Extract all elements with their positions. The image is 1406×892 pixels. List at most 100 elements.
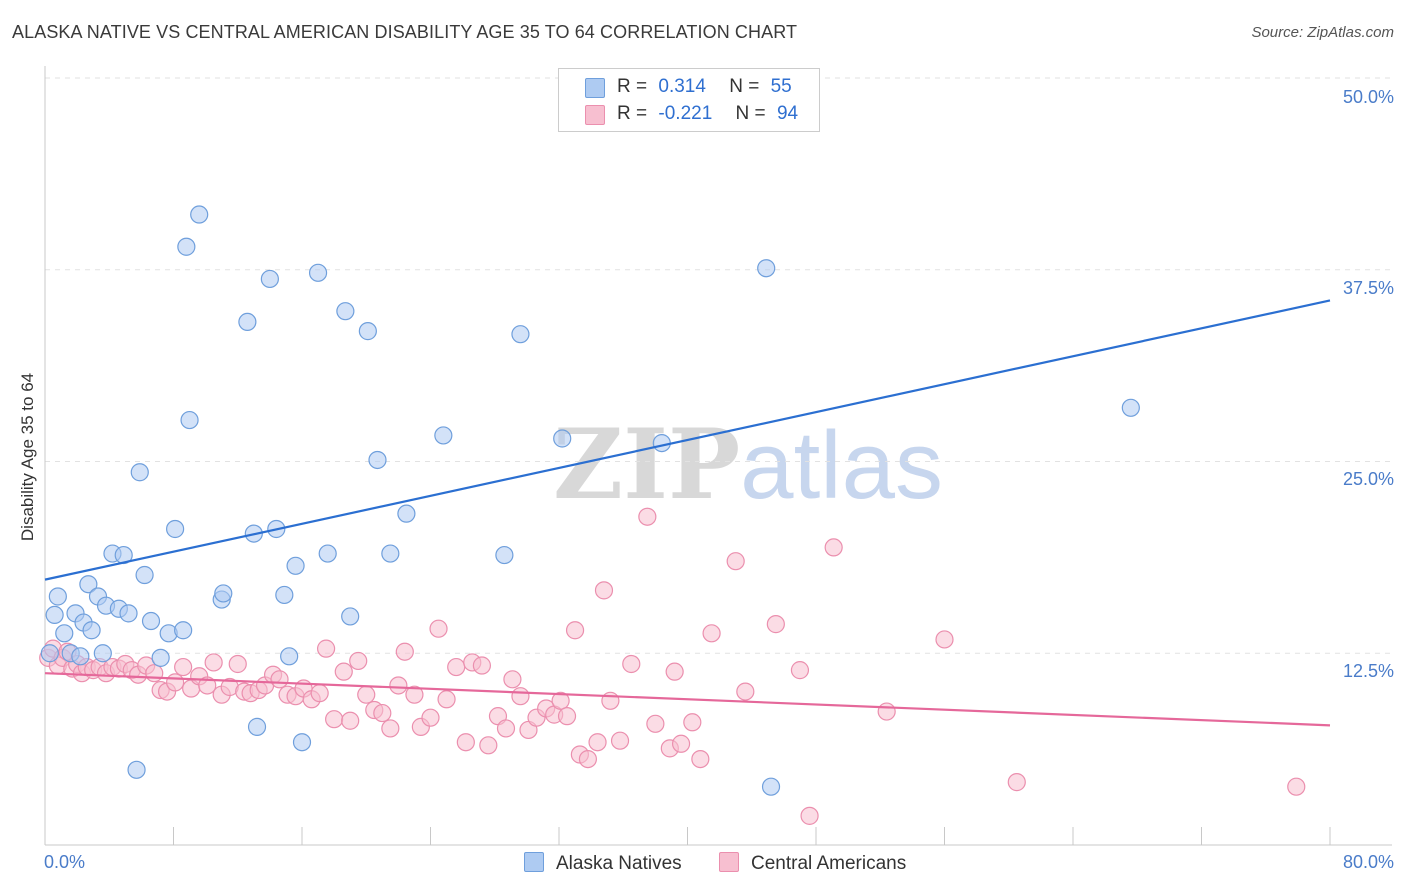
data-point-central-americans [557, 707, 577, 726]
data-point-alaska-natives [177, 237, 196, 256]
data-point-alaska-natives [135, 565, 154, 585]
data-point-central-americans [166, 673, 185, 692]
data-point-central-americans [357, 685, 376, 704]
legend-n-value: 55 [770, 76, 792, 97]
data-point-alaska-natives [292, 733, 312, 752]
data-point-central-americans [496, 719, 516, 738]
data-point-central-americans [671, 734, 691, 753]
data-point-central-americans [800, 806, 819, 825]
legend-swatch-blue [585, 78, 605, 98]
data-point-central-americans [270, 670, 289, 689]
data-point-alaska-natives [286, 556, 305, 575]
legend-r-label: R = [617, 103, 648, 124]
data-point-alaska-natives [48, 587, 67, 606]
data-point-alaska-natives [40, 644, 59, 663]
data-point-central-americans [935, 630, 954, 649]
data-point-central-americans [610, 731, 630, 750]
y-axis-label: Disability Age 35 to 64 [18, 372, 37, 542]
bottom-legend-swatch-pink [719, 852, 739, 872]
trend-line-alaska-natives [44, 299, 1331, 581]
legend: R = 0.314 N = 55 R = -0.221 N = 94 [558, 68, 820, 132]
data-point-alaska-natives [55, 624, 74, 643]
data-point-alaska-natives [434, 426, 453, 445]
data-point-alaska-natives [381, 544, 400, 563]
y-tick-label: 12.5% [1342, 661, 1394, 681]
data-point-alaska-natives [553, 429, 572, 448]
data-point-central-americans [511, 687, 530, 706]
data-point-central-americans [472, 656, 491, 675]
bottom-legend-swatch-blue [524, 852, 544, 872]
data-point-central-americans [437, 690, 456, 709]
data-point-alaska-natives [368, 450, 387, 470]
bottom-legend-label: Alaska Natives [556, 853, 682, 874]
data-point-central-americans [341, 711, 360, 730]
data-point-alaska-natives [79, 575, 98, 594]
trend-line-central-americans [44, 672, 1331, 727]
data-point-central-americans [824, 538, 843, 557]
data-point-central-americans [325, 710, 344, 729]
data-point-central-americans [373, 703, 392, 723]
data-point-central-americans [736, 682, 755, 701]
data-point-central-americans [551, 691, 570, 710]
data-point-central-americans [381, 719, 400, 738]
data-point-central-americans [334, 662, 353, 681]
x-max-label: 80.0% [1342, 852, 1394, 872]
data-point-central-americans [683, 713, 702, 732]
data-point-central-americans [447, 657, 466, 677]
data-point-central-americans [429, 619, 448, 638]
data-point-alaska-natives [280, 647, 299, 666]
data-point-central-americans [790, 661, 810, 680]
data-point-central-americans [1287, 777, 1306, 796]
y-tick-label: 37.5% [1342, 278, 1394, 298]
data-point-alaska-natives [761, 777, 781, 796]
data-point-alaska-natives [397, 504, 416, 523]
data-point-central-americans [766, 615, 785, 634]
data-point-central-americans [349, 651, 368, 671]
data-point-central-americans [1007, 773, 1026, 792]
data-point-central-americans [389, 676, 408, 695]
data-point-alaska-natives [495, 545, 514, 565]
data-point-alaska-natives [358, 322, 377, 341]
source-label: Source: ZipAtlas.com [1251, 24, 1394, 41]
legend-r-label: R = [617, 76, 648, 97]
data-point-central-americans [228, 654, 247, 674]
data-point-central-americans [198, 676, 217, 695]
data-point-alaska-natives [127, 760, 146, 779]
legend-swatch-pink [585, 105, 605, 125]
data-point-central-americans [726, 552, 745, 571]
data-point-central-americans [503, 670, 522, 689]
chart-title: ALASKA NATIVE VS CENTRAL AMERICAN DISABI… [12, 22, 798, 42]
data-point-alaska-natives [151, 648, 170, 667]
data-point-alaska-natives [247, 717, 267, 736]
data-point-alaska-natives [130, 463, 149, 482]
legend-r-value: -0.221 [658, 103, 713, 124]
data-point-alaska-natives [238, 312, 257, 332]
data-point-alaska-natives [318, 544, 337, 563]
data-point-alaska-natives [275, 585, 294, 605]
y-tick-label: 25.0% [1342, 469, 1394, 489]
data-point-central-americans [638, 507, 657, 526]
x-min-label: 0.0% [44, 852, 86, 872]
legend-r-value: 0.314 [658, 76, 706, 97]
data-point-central-americans [565, 621, 585, 640]
bottom-legend-central-americans: Central Americans [719, 852, 906, 875]
data-point-central-americans [456, 733, 475, 752]
data-point-alaska-natives [341, 607, 360, 626]
data-point-alaska-natives [166, 519, 185, 539]
data-point-central-americans [646, 714, 665, 733]
data-point-alaska-natives [757, 259, 776, 278]
data-point-alaska-natives [336, 302, 355, 321]
data-point-alaska-natives [174, 621, 193, 640]
data-point-alaska-natives [45, 605, 64, 625]
data-point-central-americans [665, 662, 684, 681]
data-point-central-americans [691, 749, 710, 769]
data-point-central-americans [588, 733, 607, 752]
data-point-central-americans [395, 642, 414, 661]
data-point-central-americans [421, 708, 440, 727]
data-point-central-americans [622, 654, 641, 674]
data-point-central-americans [174, 657, 193, 677]
data-point-central-americans [316, 639, 336, 658]
data-point-alaska-natives [308, 263, 328, 282]
data-point-central-americans [479, 736, 498, 755]
data-point-central-americans [702, 624, 721, 643]
